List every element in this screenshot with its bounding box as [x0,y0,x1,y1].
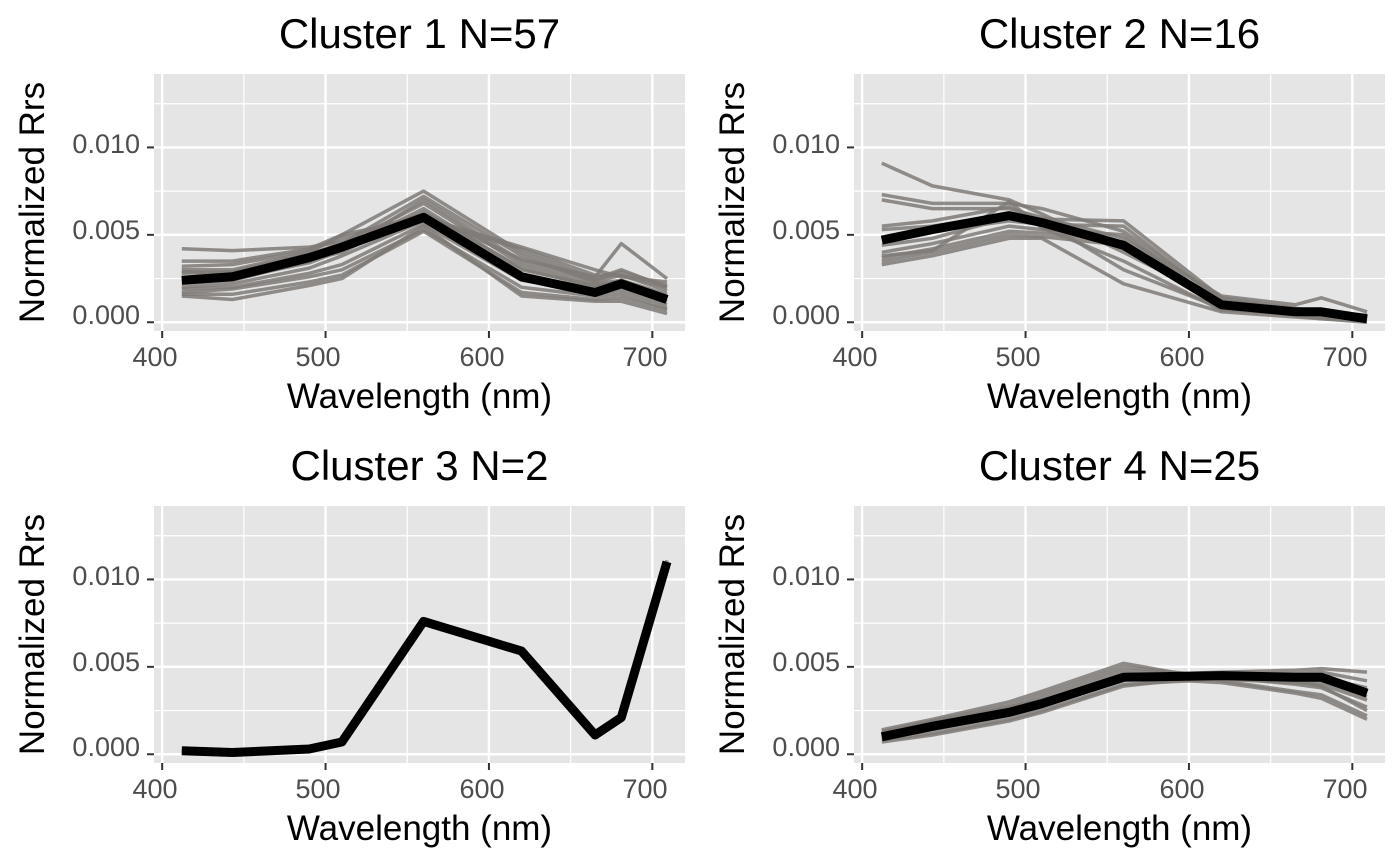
x-tick-label: 700 [1322,774,1367,804]
chart-panel: Cluster 4 N=25 0.000 0.005 0.010 400 500… [713,442,1385,848]
x-tick-label: 400 [832,774,877,804]
member-series-line [181,224,668,316]
gridlines-minor [854,506,1385,763]
y-tick-label: 0.005 [772,215,840,245]
y-tick-label: 0.010 [72,561,140,591]
mean-series-line [181,560,672,757]
x-tick-label: 500 [295,774,340,804]
y-axis-title: Normalized Rrs [13,514,52,755]
member-series-line [181,229,668,312]
x-tick-label: 600 [1159,342,1204,372]
y-axis-title: Normalized Rrs [13,82,52,323]
x-tick-label: 600 [459,774,504,804]
y-tick-label: 0.000 [772,732,840,762]
x-axis-title: Wavelength (nm) [287,377,552,416]
y-tick-label: 0.010 [772,129,840,159]
series-layer [880,161,1368,325]
y-tick-label: 0.005 [72,215,140,245]
gridlines-minor [154,506,685,763]
x-tick-label: 400 [132,342,177,372]
y-tick-label: 0.010 [772,561,840,591]
tick-marks [147,146,654,338]
series-layer [880,661,1369,744]
x-tick-label: 400 [132,774,177,804]
chart-panel: Cluster 1 N=57 0.000 0.005 0.010 400 500… [13,10,685,416]
member-series-line [881,673,1368,744]
x-tick-label: 600 [459,342,504,372]
chart-panel: Cluster 2 N=16 0.000 0.005 0.010 400 500… [713,10,1385,416]
chart-title: Cluster 1 N=57 [279,10,560,57]
y-tick-label: 0.000 [772,300,840,330]
member-series-line [881,661,1368,732]
y-axis-title: Normalized Rrs [713,82,752,323]
x-axis-title: Wavelength (nm) [987,809,1252,848]
member-series-line [881,198,1368,314]
gridlines-minor [854,74,1385,331]
y-tick-label: 0.005 [772,647,840,677]
chart-title: Cluster 3 N=2 [291,442,549,489]
chart-title: Cluster 4 N=25 [979,442,1260,489]
x-tick-label: 700 [1322,342,1367,372]
chart-panel: Cluster 3 N=2 0.000 0.005 0.010 400 500 … [13,442,685,848]
member-series-line [881,665,1368,734]
x-axis-title: Wavelength (nm) [987,377,1252,416]
y-tick-label: 0.005 [72,647,140,677]
chart-title: Cluster 2 N=16 [979,10,1260,57]
tick-marks [847,146,1354,338]
y-tick-label: 0.010 [72,129,140,159]
x-tick-label: 700 [622,774,667,804]
mean-series-line [880,671,1369,742]
x-tick-label: 600 [1159,774,1204,804]
y-axis-title: Normalized Rrs [713,514,752,755]
gridlines-major [154,506,685,763]
tick-marks [147,578,654,770]
series-layer [181,189,669,316]
x-tick-label: 500 [995,774,1040,804]
x-tick-label: 500 [995,342,1040,372]
y-tick-label: 0.000 [72,732,140,762]
tick-marks [847,578,1354,770]
mean-series-line [181,212,669,304]
series-layer [181,559,672,757]
x-axis-title: Wavelength (nm) [287,809,552,848]
member-series-line [881,236,1368,325]
x-tick-label: 500 [295,342,340,372]
mean-series-line [880,211,1368,324]
x-tick-label: 400 [832,342,877,372]
x-tick-label: 700 [622,342,667,372]
y-tick-label: 0.000 [72,300,140,330]
